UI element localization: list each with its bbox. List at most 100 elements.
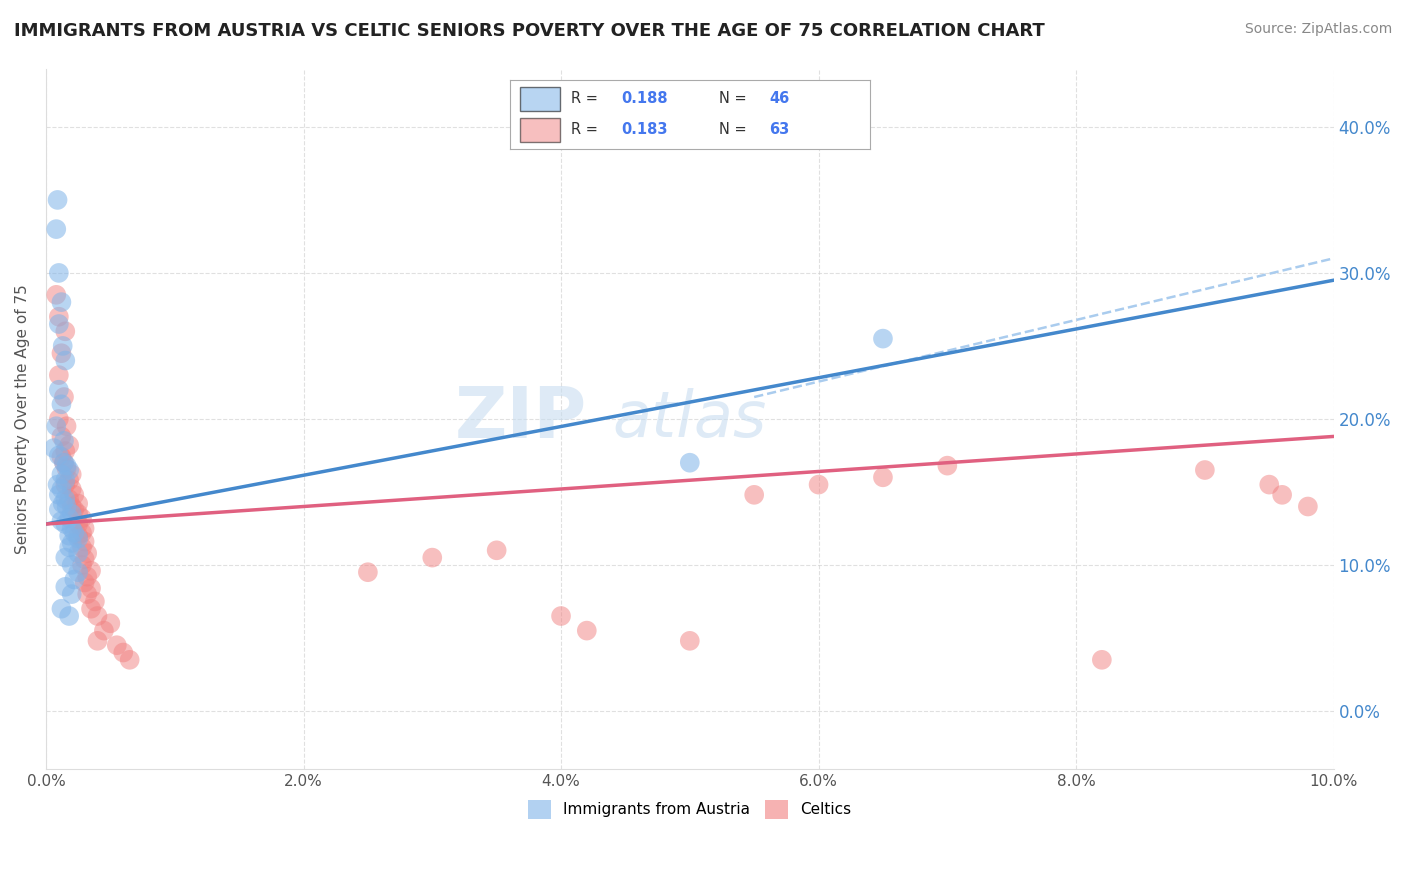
Point	[60, 482, 83, 496]
Point	[48, 383, 70, 397]
Point	[48, 317, 70, 331]
Point	[67, 532, 90, 546]
Point	[67, 546, 90, 560]
Point	[55, 458, 77, 473]
Point	[52, 339, 75, 353]
Point	[73, 575, 96, 590]
Point	[76, 546, 98, 560]
Point	[80, 581, 103, 595]
Point	[80, 601, 103, 615]
Point	[51, 514, 73, 528]
Point	[48, 449, 70, 463]
Point	[1258, 477, 1281, 491]
Point	[58, 492, 80, 507]
Point	[48, 502, 70, 516]
Point	[51, 397, 73, 411]
Point	[48, 266, 70, 280]
Point	[80, 564, 103, 578]
Point	[63, 525, 86, 540]
Point	[53, 477, 76, 491]
Point	[63, 488, 86, 502]
Point	[70, 511, 93, 525]
Point	[58, 438, 80, 452]
Point	[67, 497, 90, 511]
Point	[1271, 488, 1294, 502]
Point	[98, 616, 121, 631]
Point	[86, 633, 108, 648]
Point	[58, 511, 80, 525]
Point	[63, 573, 86, 587]
Point	[55, 500, 77, 514]
Point	[742, 488, 765, 502]
Point	[60, 500, 83, 514]
Point	[53, 580, 76, 594]
Point	[53, 434, 76, 448]
Point	[807, 477, 830, 491]
Point	[357, 565, 380, 579]
Point	[53, 550, 76, 565]
Point	[485, 543, 508, 558]
Point	[53, 390, 76, 404]
Point	[46, 477, 69, 491]
Point	[118, 653, 141, 667]
Point	[679, 633, 702, 648]
Point	[60, 507, 83, 521]
Point	[60, 587, 83, 601]
Point	[53, 492, 76, 507]
Point	[112, 646, 135, 660]
Point	[55, 419, 77, 434]
Point	[76, 587, 98, 601]
Point	[58, 529, 80, 543]
Legend: Immigrants from Austria, Celtics: Immigrants from Austria, Celtics	[522, 794, 858, 825]
Point	[45, 222, 67, 236]
Point	[53, 516, 76, 531]
Point	[70, 541, 93, 555]
Point	[53, 473, 76, 487]
Point	[53, 353, 76, 368]
Point	[1194, 463, 1216, 477]
Text: atlas: atlas	[613, 388, 766, 450]
Point	[48, 310, 70, 324]
Point	[872, 332, 894, 346]
Point	[51, 467, 73, 482]
Point	[420, 550, 443, 565]
Point	[51, 295, 73, 310]
Point	[550, 609, 572, 624]
Point	[51, 601, 73, 615]
Point	[73, 521, 96, 535]
Point	[42, 441, 65, 455]
Point	[1296, 500, 1319, 514]
Point	[67, 565, 90, 579]
Point	[58, 463, 80, 477]
Point	[58, 473, 80, 487]
Point	[60, 467, 83, 482]
Point	[105, 638, 128, 652]
Text: ZIP: ZIP	[454, 384, 586, 453]
Point	[936, 458, 959, 473]
Point	[679, 456, 702, 470]
Point	[83, 594, 105, 608]
Point	[60, 536, 83, 550]
Point	[51, 346, 73, 360]
Point	[51, 450, 73, 464]
Point	[45, 288, 67, 302]
Point	[46, 193, 69, 207]
Point	[53, 456, 76, 470]
Point	[872, 470, 894, 484]
Point	[67, 516, 90, 531]
Point	[55, 461, 77, 475]
Point	[52, 497, 75, 511]
Point	[73, 552, 96, 566]
Point	[60, 558, 83, 572]
Point	[86, 609, 108, 624]
Point	[51, 429, 73, 443]
Point	[48, 412, 70, 426]
Point	[48, 368, 70, 383]
Text: Source: ZipAtlas.com: Source: ZipAtlas.com	[1244, 22, 1392, 37]
Point	[76, 569, 98, 583]
Point	[67, 529, 90, 543]
Point	[53, 444, 76, 458]
Point	[45, 419, 67, 434]
Point	[70, 525, 93, 540]
Point	[51, 482, 73, 496]
